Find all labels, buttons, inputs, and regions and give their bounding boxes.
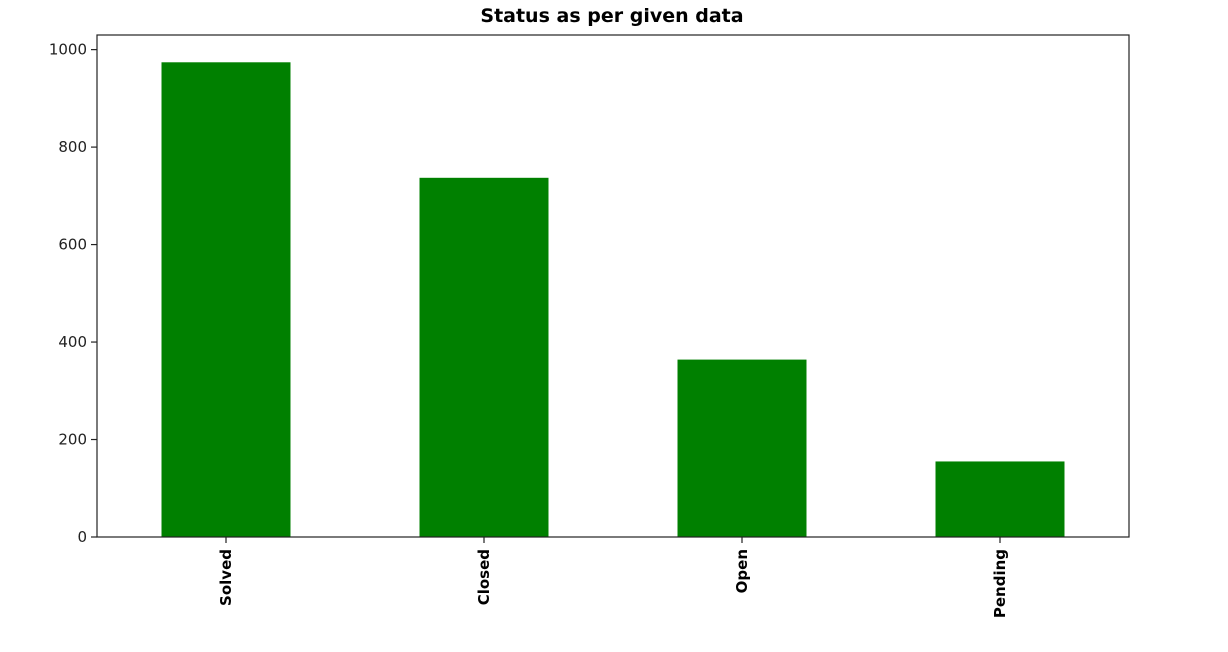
x-tick-label-solved: Solved — [217, 549, 235, 606]
bar-open — [677, 359, 807, 537]
y-tick-label: 0 — [77, 528, 87, 546]
y-tick-label: 200 — [58, 431, 87, 449]
bar-pending — [935, 461, 1065, 537]
x-axis: Solved Closed Open Pending — [217, 537, 1009, 618]
plot-frame — [96, 34, 1130, 538]
x-tick-label-closed: Closed — [475, 549, 493, 605]
chart-title: Status as per given data — [480, 5, 743, 27]
bars-group — [161, 62, 1065, 537]
x-tick-label-pending: Pending — [991, 549, 1009, 618]
bar-closed — [419, 177, 549, 537]
y-tick-label: 400 — [58, 333, 87, 351]
y-tick-label: 800 — [58, 138, 87, 156]
bar-solved — [161, 62, 291, 537]
y-axis: 0 200 400 600 800 1000 — [49, 41, 97, 546]
y-tick-label: 1000 — [49, 41, 87, 59]
x-tick-label-open: Open — [733, 549, 751, 593]
y-tick-label: 600 — [58, 236, 87, 254]
